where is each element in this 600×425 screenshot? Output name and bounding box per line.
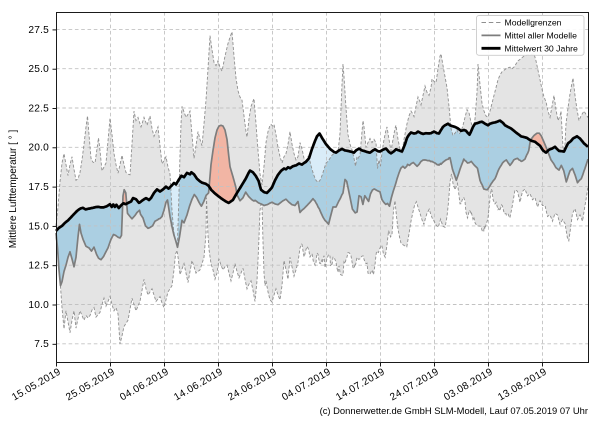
svg-text:12.5: 12.5 — [28, 261, 49, 272]
svg-text:22.5: 22.5 — [28, 103, 49, 114]
svg-text:Mittlere Lufttemperatur [ ° ]: Mittlere Lufttemperatur [ ° ] — [8, 130, 19, 249]
svg-text:7.5: 7.5 — [34, 339, 49, 350]
svg-text:Mittelwert 30 Jahre: Mittelwert 30 Jahre — [505, 43, 579, 53]
svg-text:27.5: 27.5 — [28, 25, 49, 36]
svg-text:20.0: 20.0 — [28, 143, 49, 154]
svg-text:Mittel aller Modelle: Mittel aller Modelle — [505, 31, 578, 41]
svg-text:25.0: 25.0 — [28, 64, 49, 75]
svg-text:Modellgrenzen: Modellgrenzen — [505, 18, 562, 28]
svg-text:10.0: 10.0 — [28, 300, 49, 311]
svg-text:(c) Donnerwetter.de GmbH SLM-M: (c) Donnerwetter.de GmbH SLM-Modell, Lau… — [320, 405, 588, 416]
svg-text:17.5: 17.5 — [28, 182, 49, 193]
svg-text:15.0: 15.0 — [28, 221, 49, 232]
